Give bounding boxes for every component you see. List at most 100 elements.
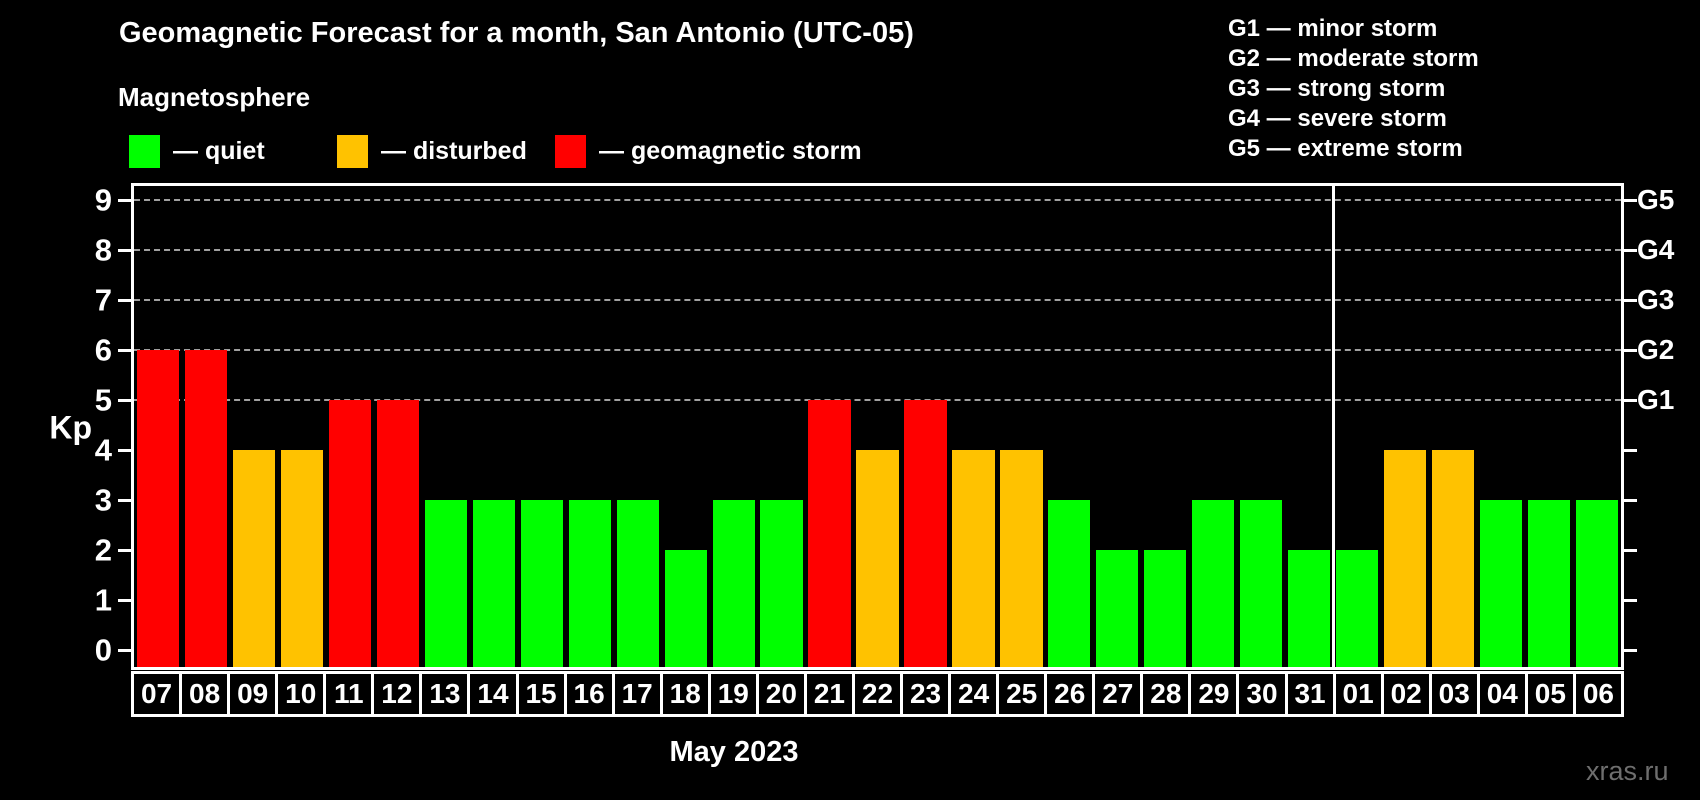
g-axis-tick-0: [1624, 649, 1637, 652]
y-axis-tick-label-5: 5: [94, 382, 112, 418]
kp-bar-day-21: [808, 400, 851, 667]
day-label-22: 22: [851, 671, 903, 717]
x-axis-day-labels: 07 08 09 10 11 12 13 14 15 16 17 18 19 20 21 22 23 24 25 26…: [131, 671, 1624, 717]
kp-bar-day-30: [1240, 500, 1283, 667]
gridline-kp-7: [134, 299, 1621, 301]
y-axis-tick-8: [118, 249, 131, 252]
legend-item-quiet: — quiet: [129, 134, 265, 168]
bar-cell-day-26: [1045, 186, 1093, 667]
kp-bar-day-25: [1000, 450, 1043, 667]
kp-bar-day-29: [1192, 500, 1235, 667]
bar-cell-day-08: [182, 186, 230, 667]
day-label-27: 27: [1092, 671, 1144, 717]
y-axis-tick-4: [118, 449, 131, 452]
bar-cell-day-21: [806, 186, 854, 667]
day-label-04: 04: [1476, 671, 1528, 717]
y-axis-tick-7: [118, 299, 131, 302]
bar-cell-day-16: [566, 186, 614, 667]
kp-bar-day-17: [616, 500, 659, 667]
bar-cell-day-15: [518, 186, 566, 667]
gridline-kp-6: [134, 349, 1621, 351]
kp-bar-day-06: [1575, 500, 1619, 667]
y-axis-tick-label-0: 0: [94, 632, 112, 668]
y-axis-tick-3: [118, 499, 131, 502]
kp-bar-day-19: [712, 500, 755, 667]
day-label-06: 06: [1572, 671, 1624, 717]
g-axis-tick-9: [1624, 199, 1637, 202]
day-label-20: 20: [755, 671, 807, 717]
bar-cell-day-12: [374, 186, 422, 667]
bars-container: [134, 186, 1621, 667]
kp-bar-day-20: [760, 500, 803, 667]
g-axis-tick-1: [1624, 599, 1637, 602]
storm-color-swatch: [555, 134, 586, 168]
kp-bar-day-09: [232, 450, 276, 667]
kp-bar-day-28: [1144, 550, 1187, 667]
g-axis-tick-5: [1624, 399, 1637, 402]
legend-item-label: — disturbed: [381, 136, 527, 165]
day-label-02: 02: [1380, 671, 1432, 717]
day-label-08: 08: [179, 671, 231, 717]
quiet-color-swatch: [129, 134, 160, 168]
day-label-07: 07: [131, 671, 183, 717]
day-label-25: 25: [996, 671, 1048, 717]
bar-cell-day-27: [1093, 186, 1141, 667]
g-axis-tick-3: [1624, 499, 1637, 502]
y-axis-tick-9: [118, 199, 131, 202]
kp-bar-day-27: [1096, 550, 1139, 667]
plot-area: Kp 0 1 2 3 4 5 6 7 8 9 G1 G2 G3 G4 G5: [49, 183, 1674, 670]
day-label-15: 15: [515, 671, 567, 717]
y-axis-tick-label-9: 9: [94, 182, 112, 218]
y-axis-tick-2: [118, 549, 131, 552]
bar-cell-day-20: [758, 186, 806, 667]
g-axis-tick-8: [1624, 249, 1637, 252]
kp-bar-day-13: [424, 500, 467, 667]
chart-title: Geomagnetic Forecast for a month, San An…: [119, 17, 914, 49]
day-label-09: 09: [227, 671, 279, 717]
day-label-01: 01: [1332, 671, 1384, 717]
bar-cell-day-09: [230, 186, 278, 667]
day-label-14: 14: [467, 671, 519, 717]
kp-bar-day-16: [568, 500, 611, 667]
magnetosphere-legend: — quiet — disturbed — geomagnetic storm: [0, 134, 1700, 168]
bar-cell-day-13: [422, 186, 470, 667]
g-axis-tick-7: [1624, 299, 1637, 302]
g-axis-tick-6: [1624, 349, 1637, 352]
day-label-31: 31: [1284, 671, 1336, 717]
day-label-26: 26: [1044, 671, 1096, 717]
bar-cell-day-25: [997, 186, 1045, 667]
storm-scale-item-g5: G5 — extreme storm: [1228, 135, 1463, 162]
kp-bar-day-24: [952, 450, 995, 667]
day-label-03: 03: [1428, 671, 1480, 717]
y-axis-tick-label-7: 7: [94, 282, 112, 318]
g-scale-axis-label-g2: G2: [1637, 334, 1675, 365]
g-axis-tick-4: [1624, 449, 1637, 452]
day-label-29: 29: [1188, 671, 1240, 717]
y-axis-tick-0: [118, 649, 131, 652]
kp-bar-day-05: [1527, 500, 1571, 667]
kp-bar-day-26: [1048, 500, 1091, 667]
y-axis-tick-label-4: 4: [94, 432, 112, 468]
day-label-10: 10: [275, 671, 327, 717]
kp-bar-day-31: [1288, 550, 1331, 667]
y-axis-title: Kp: [49, 409, 92, 446]
kp-bar-day-08: [184, 350, 228, 667]
legend-title: Magnetosphere: [118, 82, 311, 112]
day-label-21: 21: [803, 671, 855, 717]
kp-bar-day-11: [328, 400, 371, 667]
day-label-19: 19: [707, 671, 759, 717]
month-separator-line: [1332, 186, 1336, 667]
kp-bar-day-15: [520, 500, 563, 667]
day-label-11: 11: [323, 671, 375, 717]
storm-scale-item-g3: G3 — strong storm: [1228, 75, 1446, 102]
storm-scale-item-g4: G4 — severe storm: [1228, 105, 1447, 132]
g-scale-axis-label-g4: G4: [1637, 234, 1675, 265]
kp-bar-day-02: [1384, 450, 1427, 667]
storm-scale-legend: G1 — minor storm G2 — moderate storm G3 …: [1228, 14, 1479, 164]
g-scale-axis-label-g3: G3: [1637, 284, 1675, 315]
day-label-24: 24: [948, 671, 1000, 717]
legend-item-label: — geomagnetic storm: [599, 136, 862, 165]
bar-cell-day-31: [1285, 186, 1333, 667]
legend-item-label: — quiet: [173, 136, 265, 165]
